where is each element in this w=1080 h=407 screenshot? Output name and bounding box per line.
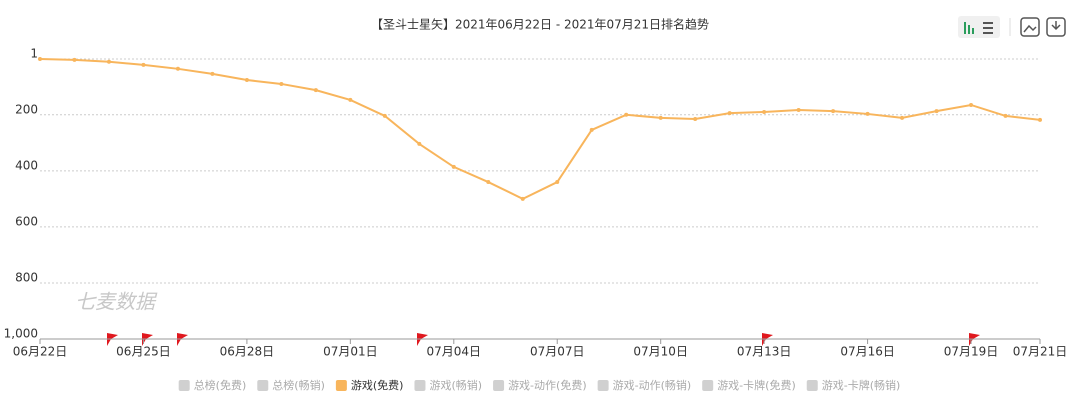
point (969, 102, 974, 107)
legend-swatch[interactable] (414, 380, 426, 391)
x-tick-label: 07月19日 (944, 345, 999, 359)
point (210, 71, 215, 76)
legend: 总榜(免费) 总榜(畅销) 游戏(免费) 游戏(畅销) 游戏-动作(免费) 游戏-动作(畅… (178, 378, 901, 392)
y-tick-label: 1,000 (4, 327, 38, 341)
point (175, 66, 180, 71)
legend-label[interactable]: 游戏(畅销) (429, 378, 482, 392)
point (38, 57, 42, 61)
point (1038, 117, 1042, 122)
point (451, 164, 456, 169)
x-tick-label: 06月25日 (116, 345, 171, 359)
legend-label[interactable]: 游戏-卡牌(免费) (717, 378, 796, 392)
event-flags (107, 333, 980, 346)
legend-label[interactable]: 游戏-卡牌(畅销) (822, 378, 901, 392)
point (900, 115, 905, 120)
point (106, 59, 111, 64)
point (796, 108, 801, 113)
legend-swatch[interactable] (335, 380, 347, 391)
x-tick-label: 07月07日 (530, 345, 585, 359)
x-tick-label: 07月16日 (840, 345, 895, 359)
point (727, 111, 732, 116)
point (693, 116, 698, 121)
x-tick-label: 06月22日 (13, 345, 68, 359)
point (141, 62, 146, 67)
legend-swatch[interactable] (702, 380, 714, 391)
x-tick-label: 07月21日 (1013, 345, 1068, 359)
point (658, 115, 663, 120)
legend-label[interactable]: 总榜(畅销) (272, 378, 325, 392)
save-image[interactable] (1020, 17, 1040, 37)
y-tick-label: 200 (15, 102, 38, 116)
point (244, 78, 249, 83)
point (520, 196, 525, 201)
point (589, 127, 594, 132)
x-tick-label: 07月04日 (427, 345, 482, 359)
point (72, 57, 77, 62)
legend-label[interactable]: 游戏(免费) (351, 378, 404, 392)
point (1003, 113, 1008, 118)
watermark: 七麦数据 (75, 290, 158, 314)
point (348, 97, 353, 102)
point (417, 141, 422, 146)
legend-swatch[interactable] (178, 380, 190, 391)
y-tick-label: 600 (15, 214, 38, 228)
point (382, 113, 387, 118)
toolbar (958, 16, 1066, 38)
point (279, 81, 284, 86)
legend-swatch[interactable] (257, 380, 269, 391)
legend-swatch[interactable] (493, 380, 505, 391)
chart-title: 【圣斗士星矢】2021年06月22日 - 2021年07月21日排名趋势 (371, 17, 709, 32)
legend-label[interactable]: 游戏-动作(免费) (508, 378, 587, 392)
point (831, 109, 836, 114)
download[interactable] (1046, 17, 1066, 37)
series-line (39, 58, 1041, 200)
point (486, 180, 491, 185)
point (555, 180, 560, 185)
point (865, 111, 870, 116)
x-tick-label: 07月13日 (737, 345, 792, 359)
y-tick-label: 800 (15, 270, 38, 284)
y-tick-label: 400 (15, 158, 38, 172)
legend-label[interactable]: 总榜(免费) (194, 378, 247, 392)
y-tick-label: 1 (30, 47, 38, 61)
point (624, 112, 629, 117)
x-tick-label: 07月01日 (323, 345, 378, 359)
legend-swatch[interactable] (806, 380, 818, 391)
x-tick-label: 07月10日 (633, 345, 688, 359)
legend-label[interactable]: 游戏-动作(畅销) (613, 378, 692, 392)
legend-swatch[interactable] (597, 380, 609, 391)
point (762, 109, 767, 114)
x-tick-label: 06月28日 (220, 345, 275, 359)
point (313, 88, 318, 93)
point (934, 109, 939, 114)
